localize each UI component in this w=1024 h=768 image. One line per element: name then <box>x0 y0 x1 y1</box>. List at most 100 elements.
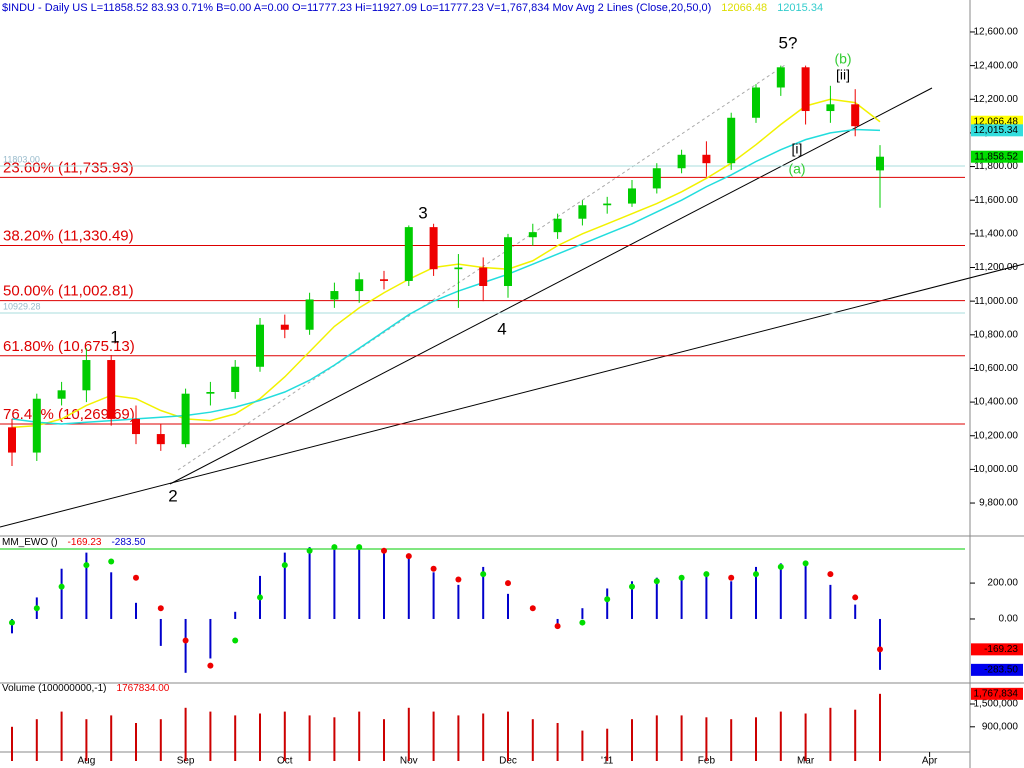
x-tick-label: Mar <box>797 756 815 767</box>
y-tick-label: 12,400.00 <box>974 60 1019 71</box>
signal-dot <box>653 578 660 585</box>
signal-dot <box>182 637 189 644</box>
volume-bar <box>85 719 88 761</box>
price-tag-label: 12,015.34 <box>974 125 1019 136</box>
candle-body <box>628 188 636 204</box>
candle-body <box>107 360 116 419</box>
candle-body <box>404 227 413 281</box>
volume-bar <box>705 717 708 761</box>
volume-bar <box>333 717 336 761</box>
candle-body <box>528 232 537 238</box>
volume-bar <box>35 719 38 761</box>
header-item: Volume (100000000,-1) <box>2 683 107 694</box>
signal-dot <box>405 553 412 560</box>
volume-bar <box>159 719 162 761</box>
volume-bar <box>507 711 509 761</box>
header-item: 12015.34 <box>777 2 823 14</box>
candle-body <box>181 393 190 445</box>
signal-dot <box>133 574 139 581</box>
y-tick-label: 1,500,000 <box>974 699 1019 710</box>
signal-dot <box>281 562 288 569</box>
candle-body <box>8 427 16 453</box>
y-tick-label: 11,600.00 <box>974 195 1018 206</box>
volume-bar <box>606 728 609 761</box>
header-item: MM_EWO () <box>2 537 58 548</box>
price-tag-label: 12,066.48 <box>974 116 1019 127</box>
x-tick-label: Oct <box>277 756 293 767</box>
candle-body <box>752 87 760 118</box>
candle-body <box>206 391 215 394</box>
volume-bar <box>259 713 261 761</box>
channel-line <box>177 64 786 471</box>
signal-dot <box>108 558 115 565</box>
candle-body <box>156 434 165 445</box>
signal-dot <box>753 571 759 578</box>
trend-line <box>169 87 933 485</box>
x-tick-label: Nov <box>400 756 418 767</box>
y-tick-label: 11,200.00 <box>974 262 1018 273</box>
candle-body <box>677 154 686 169</box>
volume-bar <box>407 707 410 761</box>
volume-bar <box>879 693 881 761</box>
candle-body <box>801 67 810 112</box>
candle-body <box>132 418 140 435</box>
signal-dot <box>232 637 239 644</box>
panel-header: MM_EWO () -169.23 -283.50 <box>2 537 146 548</box>
wave-label: [ii] <box>836 67 850 83</box>
candle-body <box>82 360 91 391</box>
signal-dot <box>33 605 40 612</box>
candle-body <box>851 104 860 127</box>
signal-dot <box>356 544 363 551</box>
volume-bar <box>135 723 137 761</box>
volume-bar <box>581 730 584 761</box>
volume-bar <box>457 715 460 761</box>
signal-dot <box>728 574 735 581</box>
y-tick-label: 900,000 <box>982 721 1019 732</box>
signal-dot <box>703 571 710 578</box>
wave-label: 3 <box>418 203 427 222</box>
volume-bar <box>829 707 832 761</box>
candle-body <box>776 67 785 88</box>
volume-bar <box>184 707 187 761</box>
panel-header: $INDU - Daily US L=11858.52 83.93 0.71% … <box>2 2 823 14</box>
y-tick-label: 12,600.00 <box>974 27 1019 38</box>
y-tick-label: 10,400.00 <box>974 397 1019 408</box>
x-tick-label: Sep <box>177 756 195 767</box>
volume-bar <box>854 709 857 761</box>
wave-label: 2 <box>168 486 177 505</box>
volume-bar <box>358 711 361 761</box>
signal-dot <box>852 594 859 601</box>
wave-label: [i] <box>792 141 803 157</box>
candle-body <box>231 366 240 392</box>
moving-average <box>11 128 881 425</box>
wave-label: 5? <box>779 33 798 52</box>
candle-body <box>305 299 314 330</box>
x-tick-label: Aug <box>78 756 96 767</box>
fib-label: 23.60% (11,735.93) <box>3 159 134 176</box>
x-tick-label: Dec <box>499 756 517 767</box>
header-item: $INDU - Daily US L=11858.52 83.93 0.71% … <box>2 2 711 14</box>
header-item: -169.23 <box>68 537 102 548</box>
price-tag <box>971 643 1023 656</box>
price-tag <box>971 124 1023 137</box>
signal-dot <box>777 563 784 570</box>
volume-bar <box>60 711 63 761</box>
candle-body <box>603 203 612 206</box>
fib-label: 50.00% (11,002.81) <box>3 283 134 300</box>
candle-body <box>702 154 711 164</box>
volume-bar <box>110 715 113 761</box>
candle-body <box>876 156 884 171</box>
candle-body <box>355 279 364 292</box>
header-item: -283.50 <box>111 537 145 548</box>
signal-dot <box>331 544 338 551</box>
y-tick-label: 200.00 <box>987 578 1018 589</box>
candle-body <box>429 227 438 270</box>
candle-body <box>553 218 562 233</box>
y-tick-label: 10,800.00 <box>974 329 1019 340</box>
candle-body <box>504 237 512 287</box>
signal-dot <box>678 574 685 581</box>
x-tick-label: Apr <box>922 756 938 767</box>
header-item: 12066.48 <box>721 2 767 14</box>
